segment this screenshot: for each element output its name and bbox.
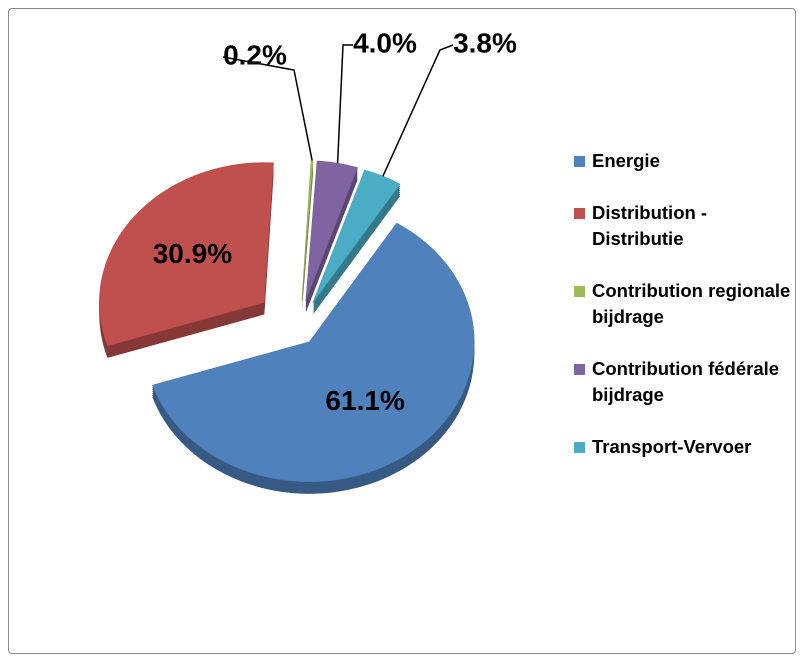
pie-slice	[312, 169, 401, 303]
legend-label: Contribution fédérale bijdrage	[592, 358, 780, 405]
data-label: 4.0%	[353, 27, 417, 58]
legend-item: Contribution fédérale bijdrage	[572, 356, 797, 408]
data-label: 61.1%	[325, 385, 404, 416]
legend-label: Distribution - Distributie	[592, 202, 708, 249]
pie-slice	[99, 162, 274, 347]
legend-item: Energie	[572, 148, 797, 174]
legend-label: Energie	[592, 150, 660, 171]
data-label: 30.9%	[153, 238, 232, 269]
pie-slice	[152, 222, 475, 483]
data-label: 3.8%	[453, 27, 517, 58]
leader-line	[336, 44, 353, 164]
legend-swatch	[574, 286, 585, 297]
legend-label: Contribution regionale bijdrage	[592, 280, 791, 327]
slice-side	[301, 170, 314, 311]
pie-slice	[305, 160, 358, 301]
leader-line	[222, 56, 313, 161]
legend-swatch	[574, 208, 585, 219]
data-label: 0.2%	[223, 39, 287, 70]
leader-line	[382, 44, 454, 177]
legend-swatch	[574, 156, 585, 167]
slice-side	[301, 172, 314, 313]
legend: Energie Distribution - Distributie Contrib…	[572, 148, 802, 486]
legend-swatch	[574, 442, 585, 453]
slice-side	[301, 168, 314, 309]
chart-frame	[8, 8, 796, 654]
legend-swatch	[574, 364, 585, 375]
legend-label: Transport-Vervoer	[592, 436, 752, 457]
legend-item: Transport-Vervoer	[572, 434, 797, 460]
slice-side	[301, 164, 314, 305]
legend-item: Contribution regionale bijdrage	[572, 278, 797, 330]
slice-side	[301, 166, 314, 307]
legend-item: Distribution - Distributie	[572, 200, 797, 252]
